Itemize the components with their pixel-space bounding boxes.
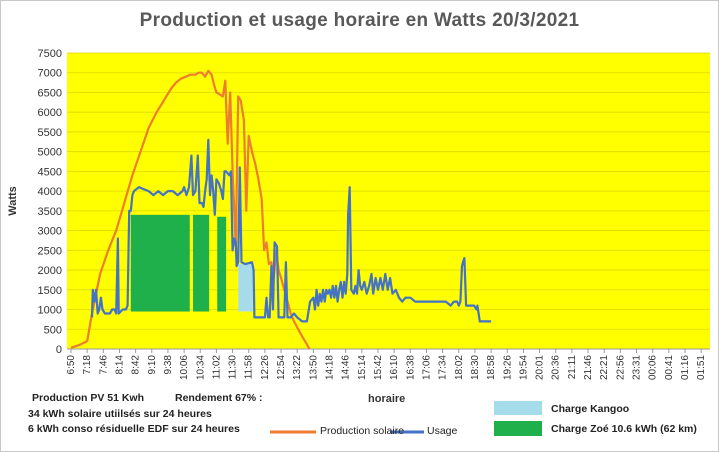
x-tick-label: 20:36 [551,355,562,380]
legend-zoe-label: Charge Zoé 10.6 kWh (62 km) [551,423,697,435]
x-tick-label: 10:34 [195,355,206,380]
y-tick-label: 500 [44,324,62,336]
x-tick-label: 19:26 [502,355,513,380]
info-production: Production PV 51 Kwh [32,392,145,404]
y-tick-label: 6500 [38,87,62,99]
x-tick-label: 14:18 [325,355,336,380]
y-tick-label: 0 [56,344,62,356]
series-line [90,138,492,323]
legend-usage-label: Usage [427,425,458,437]
x-tick-label: 13:50 [308,355,319,380]
charge-bar [238,264,253,312]
x-tick-label: 9:38 [163,355,174,375]
x-tick-label: 18:02 [454,355,465,380]
x-tick-label: 14:46 [341,355,352,380]
x-tick-label: 16:10 [389,355,400,380]
y-tick-label: 3500 [38,206,62,218]
x-tick-label: 21:46 [583,355,594,380]
x-tick-label: 10:06 [179,355,190,380]
legend-kangoo-label: Charge Kangoo [551,403,630,415]
charge-bar [130,214,190,312]
x-tick-label: 7:46 [98,355,109,375]
x-tick-label: 11:02 [211,355,222,380]
x-tick-label: 8:14 [114,355,125,375]
chart-title: Production et usage horaire en Watts 20/… [139,10,580,31]
info-solaire: 34 kWh solaire utiilsés sur 24 heures [28,408,212,420]
x-tick-label: 8:42 [131,355,142,375]
x-tick-label: 19:54 [518,355,529,380]
info-residuelle: 6 kWh conso résiduelle EDF sur 24 heures [28,423,240,435]
y-tick-label: 4500 [38,166,62,178]
y-tick-label: 1000 [38,305,62,317]
x-tick-label: 11:30 [228,355,239,380]
x-tick-label: 17:34 [438,355,449,380]
x-tick-label: 00:06 [648,355,659,380]
charge-bar [217,216,227,312]
y-tick-label: 5000 [38,147,62,159]
x-tick-label: 22:56 [615,355,626,380]
y-tick-label: 7500 [38,48,62,60]
x-tick-label: 22:21 [599,355,610,380]
legend-production-label: Production solaire [320,425,405,437]
series-line [70,69,311,350]
y-tick-label: 4000 [38,186,62,198]
info-rendement: Rendement 67% : [175,392,263,404]
legend-zoe-swatch [494,421,542,436]
charge-bar [192,214,210,312]
y-tick-label: 1500 [38,285,62,297]
y-tick-label: 5500 [38,127,62,139]
x-tick-label: 00:41 [664,355,675,380]
x-tick-label: 17:06 [421,355,432,380]
x-tick-label: 18:30 [470,355,481,380]
x-tick-label: 16:38 [405,355,416,380]
x-tick-label: 01:16 [680,355,691,380]
x-tick-label: 7:18 [82,355,93,375]
x-axis-label: horaire [368,393,406,405]
y-tick-label: 2500 [38,245,62,257]
x-tick-label: 12:54 [276,355,287,380]
legend-kangoo-swatch [494,401,542,415]
x-tick-label: 11:58 [244,355,255,380]
x-tick-label: 21:11 [567,355,578,380]
y-tick-label: 7000 [38,68,62,80]
x-tick-label: 9:10 [147,355,158,375]
y-tick-label: 2000 [38,265,62,277]
x-tick-label: 20:01 [535,355,546,380]
x-tick-label: 18:58 [486,355,497,380]
x-tick-label: 6:50 [66,355,77,375]
x-tick-label: 13:22 [292,355,303,380]
x-tick-label: 23:31 [632,355,643,380]
x-tick-label: 15:14 [357,355,368,380]
y-tick-label: 6000 [38,107,62,119]
x-tick-label: 01:51 [696,355,707,380]
x-tick-label: 12:26 [260,355,271,380]
y-tick-label: 3000 [38,226,62,238]
x-tick-label: 15:42 [373,355,384,380]
